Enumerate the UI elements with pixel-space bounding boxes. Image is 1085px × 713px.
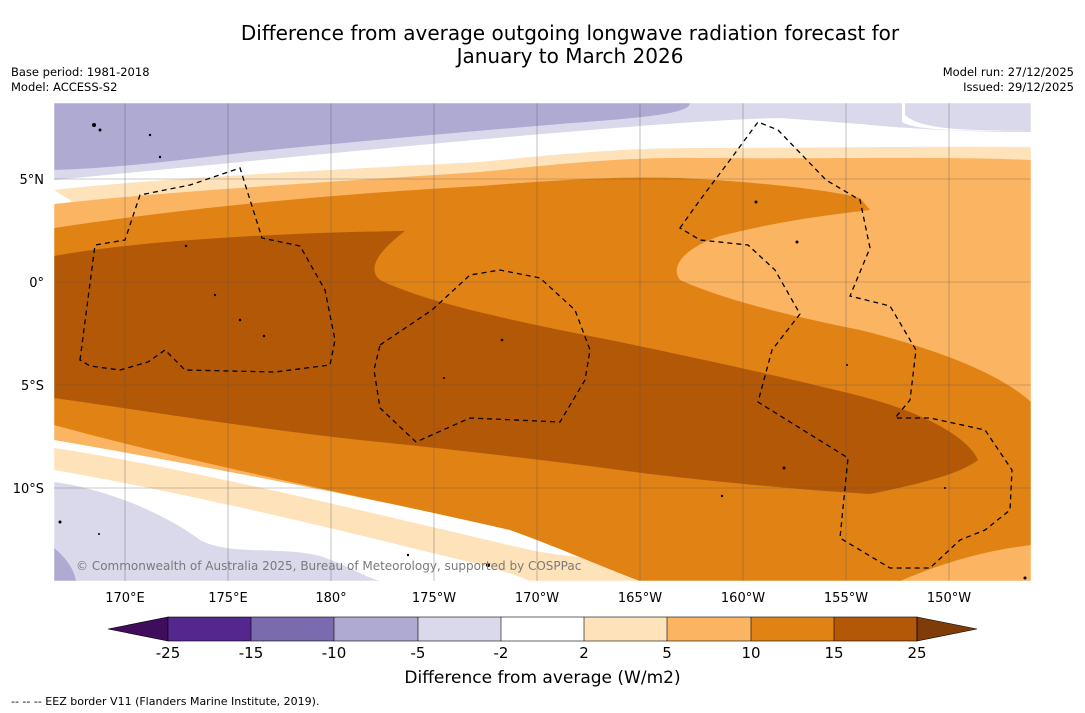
band-south-minus10 (54, 548, 76, 581)
title-line-2: January to March 2026 (456, 44, 684, 68)
colorbar-segment (501, 617, 584, 641)
colorbar-extend-min (107, 616, 169, 642)
islands (58, 123, 1027, 580)
colorbar-title: Difference from average (W/m2) (404, 668, 681, 688)
colorbar-segment (584, 617, 667, 641)
title-line-1: Difference from average outgoing longwav… (240, 21, 900, 45)
lon-label: 165°W (618, 591, 662, 606)
colorbar-tick: 15 (824, 644, 843, 662)
lon-label: 175°W (412, 591, 456, 606)
colorbar-frame (167, 616, 918, 642)
lon-label: 155°W (824, 591, 868, 606)
map-area (54, 103, 1031, 581)
colorbar-segment (751, 617, 834, 641)
issued-date: Issued: 29/12/2025 (963, 80, 1074, 94)
colorbar-tick: 5 (662, 644, 672, 662)
gridlines (54, 103, 1031, 581)
colorbar-extend-max (916, 616, 978, 642)
band-north-minus10 (54, 103, 690, 170)
colorbar-tick: -15 (239, 644, 264, 662)
colorbar-tick: 25 (907, 644, 926, 662)
chart-title: Difference from average outgoing longwav… (120, 22, 1020, 68)
colorbar-dividers (250, 617, 835, 641)
lon-label: 170°E (105, 591, 145, 606)
band-south-minus5 (54, 482, 380, 581)
colorbar-segment (834, 617, 917, 641)
lat-label: 5°N (20, 173, 45, 188)
colorbar-segment (334, 617, 418, 641)
colorbar-tick: 2 (579, 644, 589, 662)
meta-left: Base period: 1981-2018 Model: ACCESS-S2 (11, 65, 150, 95)
lat-label: 10°S (13, 482, 44, 497)
eez-line-islands (679, 121, 1013, 569)
model-name: Model: ACCESS-S2 (11, 80, 118, 94)
lat-labels: 5°N 0° 5°S 10°S (13, 173, 44, 497)
lon-label: 150°W (927, 591, 971, 606)
colorbar-tick: -2 (494, 644, 509, 662)
model-run: Model run: 27/12/2025 (942, 65, 1074, 79)
copyright-text: © Commonwealth of Australia 2025, Bureau… (76, 559, 581, 573)
colorbar-tick: -5 (411, 644, 426, 662)
lon-label: 170°W (515, 591, 559, 606)
colorbar-tick: -25 (156, 644, 181, 662)
colorbar-tick: 10 (741, 644, 760, 662)
footer-note: -- -- -- EEZ border V11 (Flanders Marine… (11, 695, 320, 708)
meta-right: Model run: 27/12/2025 Issued: 29/12/2025 (943, 65, 1074, 95)
colorbar-tick: -10 (322, 644, 347, 662)
band-north-east-minus5 (905, 103, 1031, 131)
band-plus15 (54, 231, 978, 494)
lat-label: 5°S (21, 379, 44, 394)
lon-label: 160°W (721, 591, 765, 606)
colorbar-segment (168, 617, 251, 641)
lon-label: 180° (315, 591, 346, 606)
colorbar: -25 -15 -10 -5 -2 2 5 10 15 25 (107, 616, 978, 662)
eez-phoenix (373, 269, 591, 443)
lat-label: 0° (29, 276, 44, 291)
eez-borders (79, 121, 1013, 569)
colorbar-ticks: -25 -15 -10 -5 -2 2 5 10 15 25 (156, 644, 927, 662)
colorbar-segment (251, 617, 334, 641)
base-period: Base period: 1981-2018 (11, 65, 150, 79)
map-frame (53, 102, 1032, 582)
lon-label: 175°E (208, 591, 248, 606)
colorbar-segment (418, 617, 501, 641)
lon-labels: 170°E 175°E 180° 175°W 170°W 165°W 160°W… (105, 591, 971, 606)
colorbar-segment (667, 617, 751, 641)
